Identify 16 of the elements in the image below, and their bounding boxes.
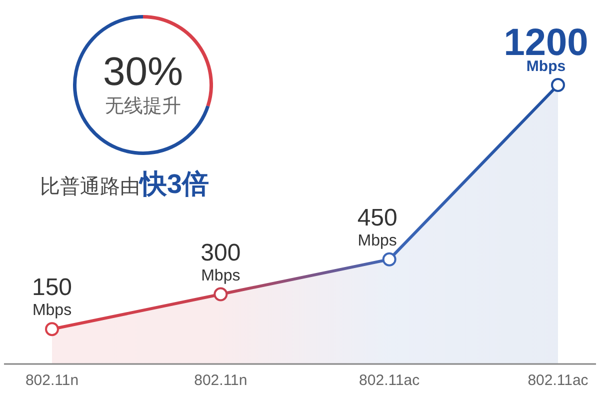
- annotation: 无线提升: [104, 96, 182, 118]
- annotation: 30%: [102, 50, 184, 94]
- annotation: 快3倍: [140, 169, 210, 199]
- x-tick-label: 802.11n: [194, 372, 248, 390]
- point: [214, 287, 228, 302]
- x-tick-label: 802.11n: [25, 372, 79, 390]
- data-label: 150 Mbps: [32, 274, 72, 320]
- point: [382, 252, 396, 266]
- x-tick-label: 802.11ac: [528, 372, 589, 390]
- data-label: 450 Mbps: [357, 204, 398, 250]
- annotation: 比普通路由: [40, 176, 140, 198]
- data-label: 1200 Mbps: [504, 22, 588, 75]
- data-label: 300 Mbps: [200, 239, 241, 284]
- x-tick-label: 802.11ac: [359, 372, 420, 390]
- point: [45, 322, 59, 336]
- point: [551, 78, 565, 92]
